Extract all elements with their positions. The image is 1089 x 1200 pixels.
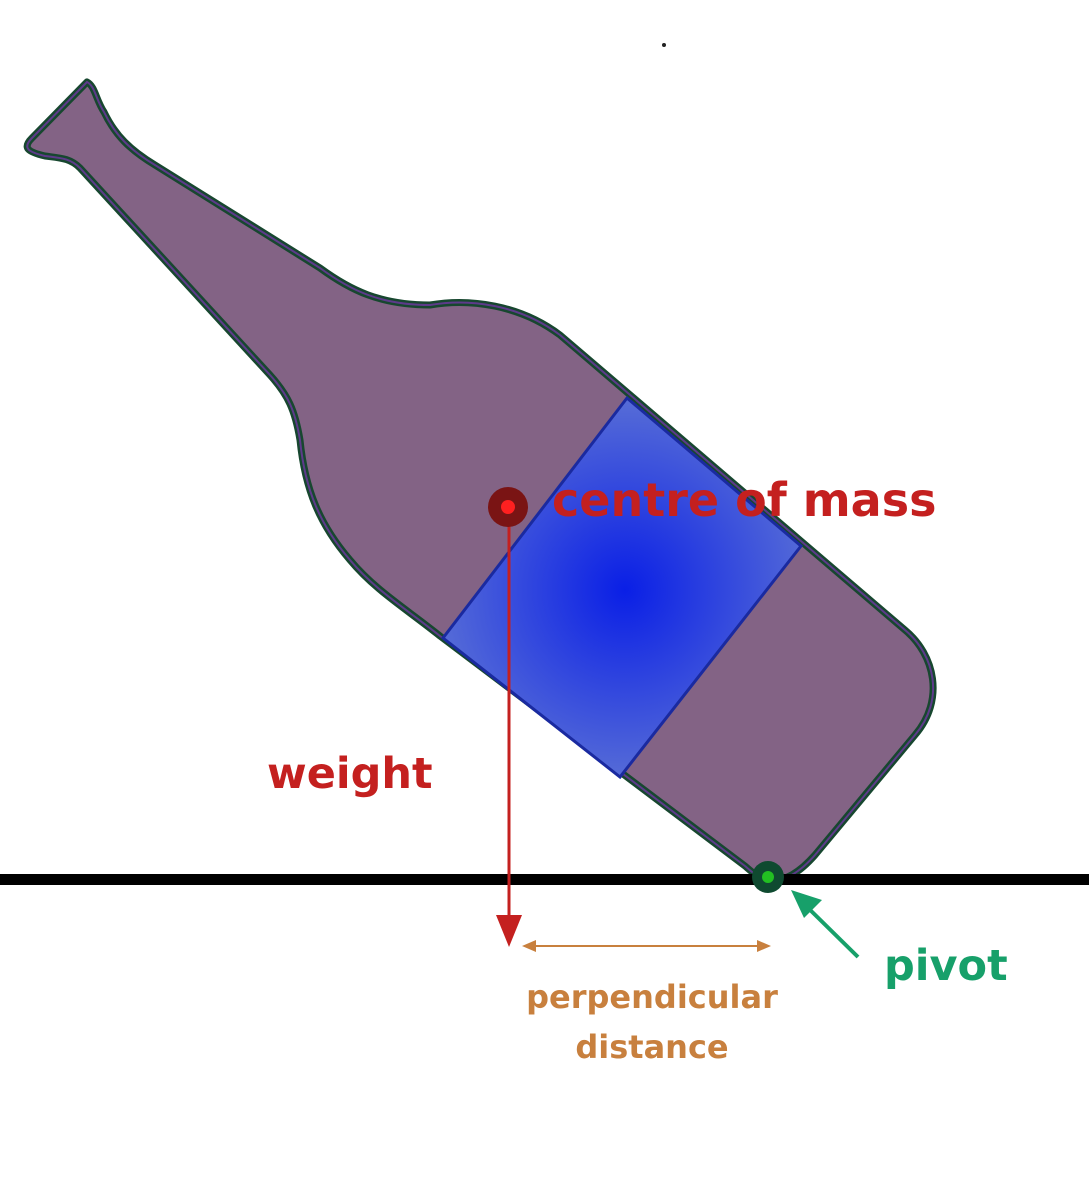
bottle-label-band <box>440 395 804 780</box>
perpendicular-distance-label-line1: perpendicular <box>526 978 778 1016</box>
weight-label: weight <box>267 749 433 799</box>
weight-arrow-head <box>496 915 522 947</box>
ground-line <box>0 874 1089 885</box>
stray-dot <box>662 43 666 47</box>
distance-arrow-head-left <box>522 940 536 952</box>
perpendicular-distance-label-line2: distance <box>575 1028 728 1066</box>
centre-of-mass-label: centre of mass <box>552 473 936 527</box>
pivot-arrow-head <box>791 890 822 918</box>
distance-arrow-head-right <box>757 940 771 952</box>
centre-of-mass-dot <box>501 500 515 514</box>
pivot-label: pivot <box>884 941 1008 991</box>
pivot-dot <box>762 871 774 883</box>
